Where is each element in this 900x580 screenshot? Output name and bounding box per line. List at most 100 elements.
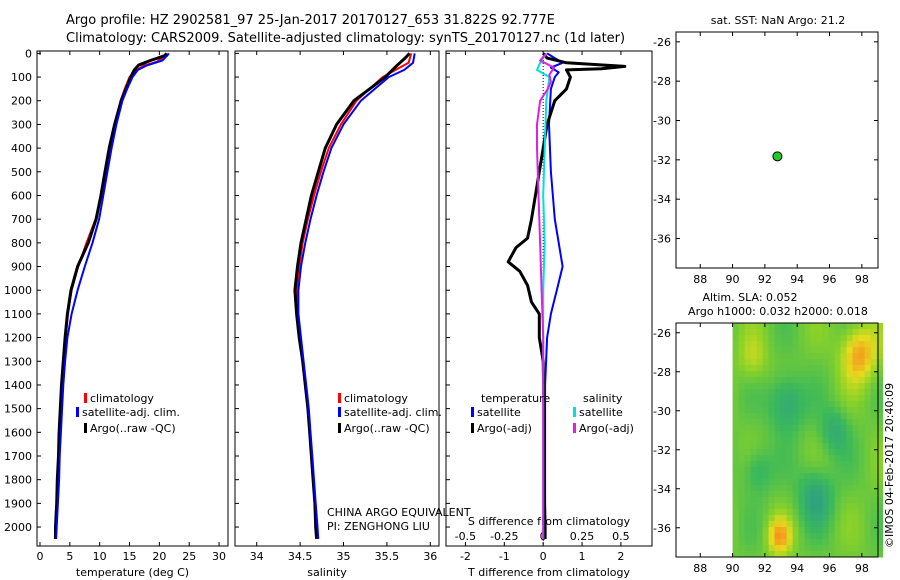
sla-cell <box>774 533 782 540</box>
sla-cell <box>756 449 764 456</box>
sla-cell <box>810 551 818 558</box>
sla-cell <box>750 359 758 366</box>
sla-cell <box>864 497 872 504</box>
sla-cell <box>774 407 782 414</box>
sla-cell <box>822 545 830 552</box>
sla-cell <box>870 431 878 438</box>
sla-cell <box>810 533 818 540</box>
sla-title-line1: Altim. SLA: 0.052 <box>702 291 797 304</box>
sla-cell <box>756 473 764 480</box>
sla-cell <box>768 485 776 492</box>
sla-cell <box>840 521 848 528</box>
sla-cell <box>756 467 764 474</box>
sla-cell <box>828 461 836 468</box>
sdiff-tick-label: -0.5 <box>455 530 476 543</box>
sla-cell <box>798 503 806 510</box>
sla-cell <box>876 515 884 522</box>
sla-cell <box>756 323 764 330</box>
sla-cell <box>822 335 830 342</box>
sla-cell <box>792 515 800 522</box>
sla-cell <box>768 479 776 486</box>
sla-cell <box>756 431 764 438</box>
sla-cell <box>876 419 884 426</box>
sla-cell <box>870 449 878 456</box>
sla-cell <box>792 407 800 414</box>
sla-cell <box>744 491 752 498</box>
sla-cell <box>780 437 788 444</box>
sla-cell <box>792 413 800 420</box>
depth-tick-label: 1900 <box>4 497 32 510</box>
sla-cell <box>810 431 818 438</box>
sla-cell <box>864 545 872 552</box>
sla-cell <box>804 383 812 390</box>
sla-cell <box>852 539 860 546</box>
sla-cell <box>858 461 866 468</box>
sla-cell <box>828 503 836 510</box>
sla-cell <box>738 431 746 438</box>
temperature-xtick-label: 0 <box>36 550 43 563</box>
sla-cell <box>876 473 884 480</box>
sla-cell <box>870 425 878 432</box>
sla-cell <box>846 377 854 384</box>
sla-cell <box>828 449 836 456</box>
sla-cell <box>864 539 872 546</box>
sla-cell <box>768 323 776 330</box>
sla-cell <box>858 521 866 528</box>
sla-cell <box>786 419 794 426</box>
difference-legend-swatch <box>471 423 474 433</box>
sla-cell <box>840 401 848 408</box>
sla-cell <box>768 437 776 444</box>
sla-cell <box>744 521 752 528</box>
sla-cell <box>780 353 788 360</box>
sla-cell <box>774 491 782 498</box>
sla-cell <box>810 545 818 552</box>
salinity-xtick-label: 35.5 <box>375 550 400 563</box>
sla-cell <box>834 491 842 498</box>
sla-cell <box>786 455 794 462</box>
sla-cell <box>858 533 866 540</box>
sla-cell <box>780 323 788 330</box>
sla-cell <box>750 383 758 390</box>
sla-cell <box>822 365 830 372</box>
sla-cell <box>786 545 794 552</box>
sla-cell <box>750 539 758 546</box>
sdiff-tick-label: 0.5 <box>612 530 630 543</box>
depth-tick-label: 1000 <box>4 284 32 297</box>
sla-cell <box>870 401 878 408</box>
sla-cell <box>870 497 878 504</box>
depth-tick-label: 400 <box>11 142 32 155</box>
depth-tick-label: 600 <box>11 189 32 202</box>
sla-cell <box>870 389 878 396</box>
salinity-panel-frame <box>234 50 440 547</box>
sla-cell <box>738 503 746 510</box>
sla-cell <box>732 377 740 384</box>
sla-cell <box>852 551 860 558</box>
sla-cell <box>750 527 758 534</box>
sla-cell <box>834 425 842 432</box>
sla-cell <box>732 407 740 414</box>
sla-cell <box>816 329 824 336</box>
sla-cell <box>768 395 776 402</box>
sla-cell <box>870 503 878 510</box>
sla-cell <box>870 419 878 426</box>
sla-cell <box>864 467 872 474</box>
sla-cell <box>864 425 872 432</box>
sla-cell <box>834 359 842 366</box>
sla-cell <box>816 407 824 414</box>
sla-cell <box>810 341 818 348</box>
sla-cell <box>834 383 842 390</box>
sla-cell <box>864 395 872 402</box>
sla-cell <box>864 407 872 414</box>
sla-cell <box>876 437 884 444</box>
sla-cell <box>876 545 884 552</box>
sla-cell <box>840 491 848 498</box>
sla-cell <box>876 533 884 540</box>
sla-cell <box>786 533 794 540</box>
sla-cell <box>786 365 794 372</box>
sla-cell <box>822 359 830 366</box>
sla-cell <box>858 497 866 504</box>
sla-cell <box>768 335 776 342</box>
sla-cell <box>738 353 746 360</box>
difference-legend-swatch <box>471 407 474 417</box>
